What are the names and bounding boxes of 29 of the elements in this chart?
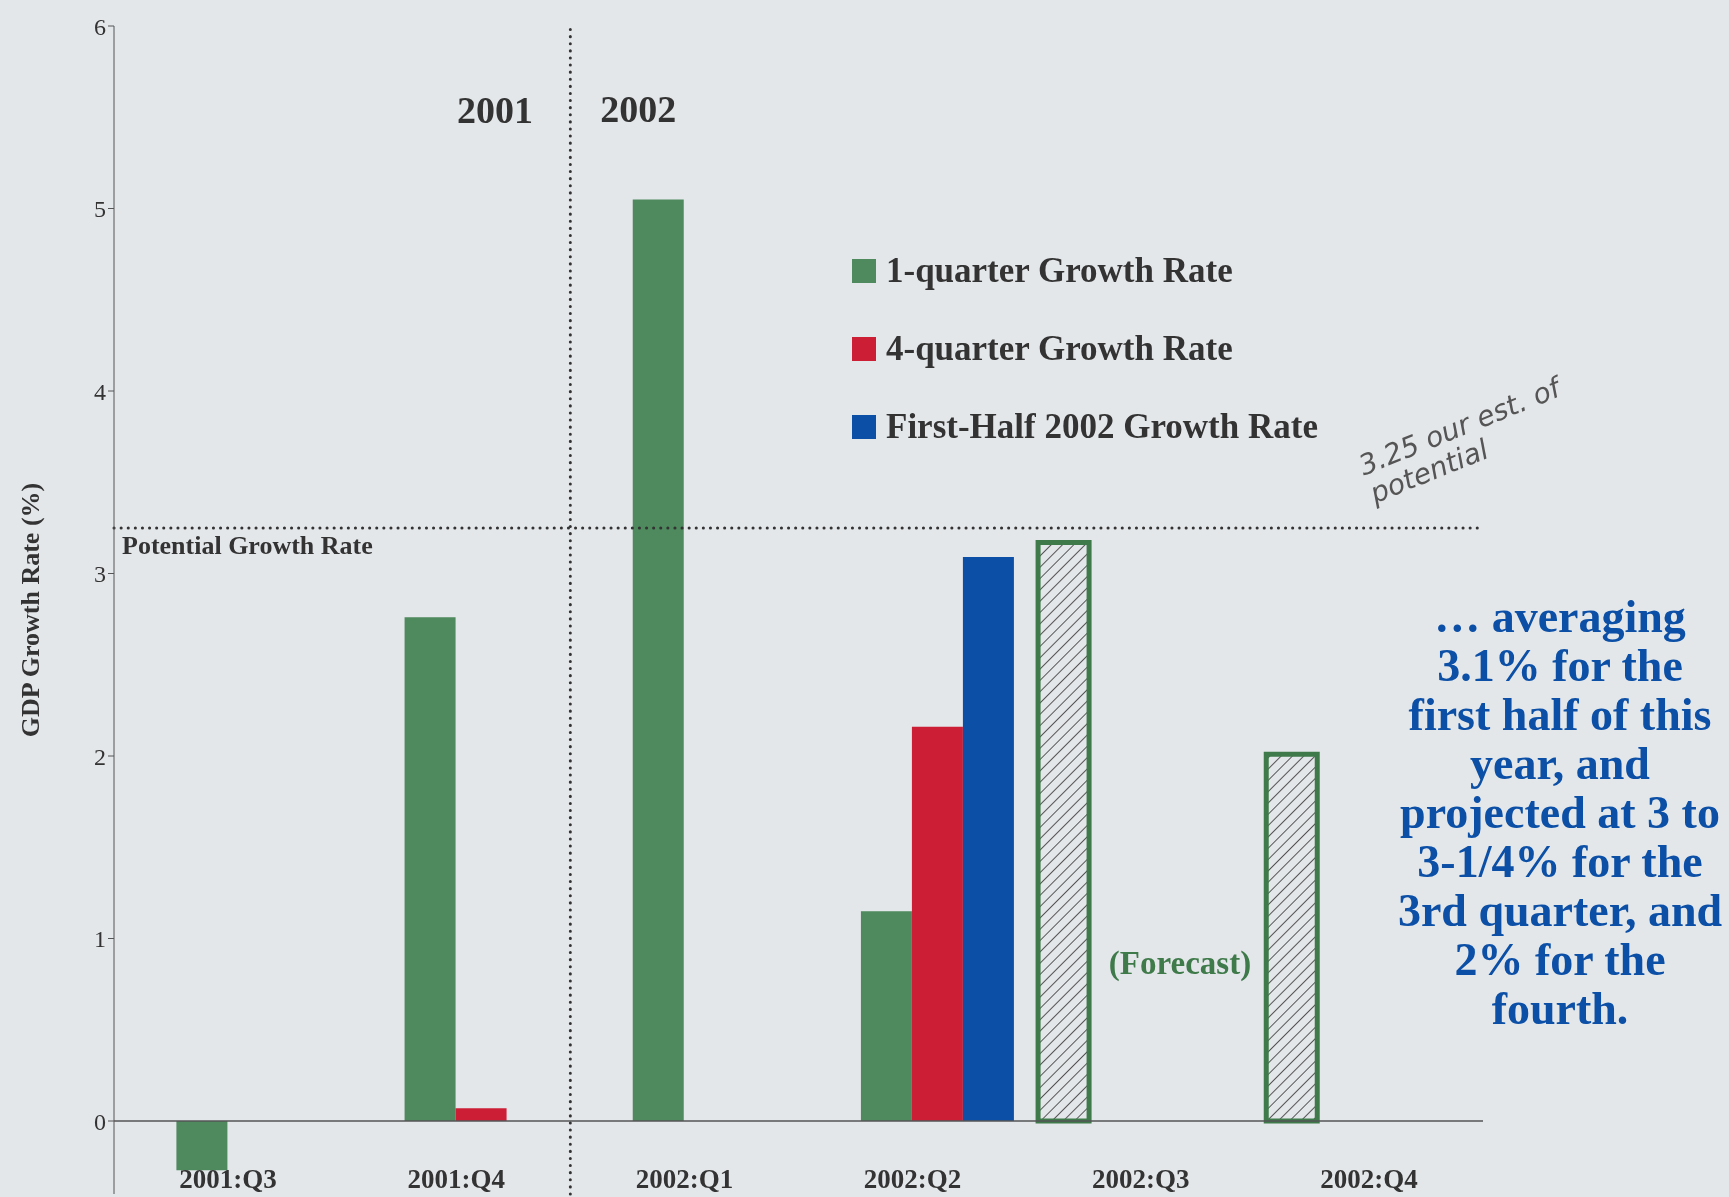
bar bbox=[962, 557, 1014, 1121]
y-tick-label: 5 bbox=[94, 196, 106, 223]
y-tick-label: 3 bbox=[94, 561, 106, 588]
y-axis-title: GDP Growth Rate (%) bbox=[16, 482, 46, 738]
y-tick-label: 2 bbox=[94, 743, 106, 770]
y-tick-label: 0 bbox=[94, 1108, 106, 1135]
bar bbox=[632, 199, 684, 1121]
x-tick-label: 2001:Q3 bbox=[179, 1164, 277, 1194]
legend-label: 4-quarter Growth Rate bbox=[885, 328, 1234, 370]
x-tick-label: 2002:Q4 bbox=[1320, 1164, 1418, 1194]
bar bbox=[404, 617, 456, 1121]
x-tick-label: 2002:Q3 bbox=[1092, 1164, 1190, 1194]
x-tick-label: 2002:Q1 bbox=[635, 1164, 734, 1194]
legend-label: First-Half 2002 Growth Rate bbox=[885, 406, 1318, 448]
ref-line-label: 2002 bbox=[600, 88, 677, 130]
y-tick-label: 1 bbox=[94, 926, 106, 953]
bar bbox=[911, 726, 963, 1121]
bar bbox=[860, 911, 912, 1121]
ref-line-label: Potential Growth Rate bbox=[122, 531, 373, 561]
bar bbox=[176, 1121, 228, 1171]
x-tick-label: 2002:Q2 bbox=[863, 1164, 962, 1194]
legend-label: 1-quarter Growth Rate bbox=[885, 250, 1234, 292]
text: … averaging 3.1% for the first half of this year, and projected at 3 to 3-1/4% for the 3rd quarter, and 2% for the fourth. bbox=[1397, 591, 1723, 1034]
bar bbox=[455, 1108, 507, 1121]
annotation: 2001 bbox=[456, 88, 534, 132]
x-tick-label: 2001:Q4 bbox=[407, 1164, 505, 1194]
y-tick-label: 6 bbox=[94, 13, 106, 40]
annotation: (Forecast) bbox=[1107, 945, 1253, 982]
y-tick-label: 4 bbox=[94, 378, 106, 405]
